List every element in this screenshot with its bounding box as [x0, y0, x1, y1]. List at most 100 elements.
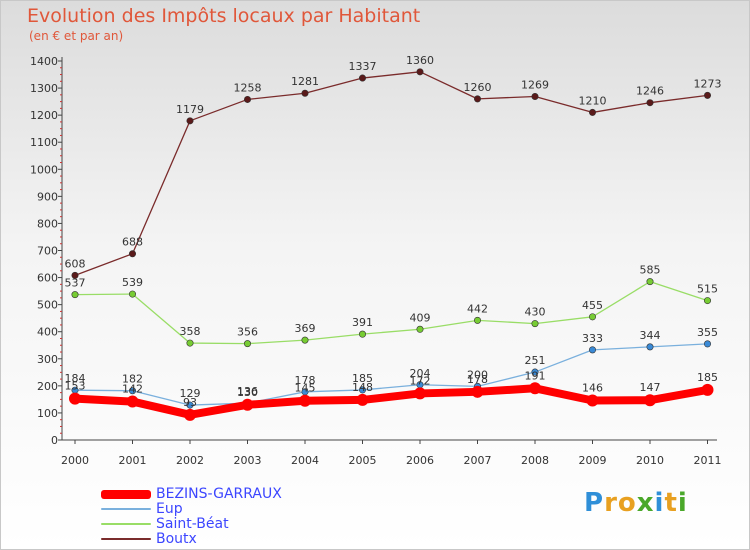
data-label-eup: 251	[525, 354, 546, 367]
data-label-boutx: 1360	[406, 54, 434, 67]
y-tick-label: 900	[37, 190, 58, 203]
y-tick-label: 400	[37, 326, 58, 339]
data-label-bezins-garraux: 147	[640, 381, 661, 394]
data-point-boutx	[531, 92, 539, 100]
data-point-boutx	[244, 95, 252, 103]
data-point-saint-beat	[473, 316, 481, 324]
data-label-eup: 355	[697, 326, 718, 339]
y-tick-label: 0	[51, 434, 58, 447]
data-label-saint-beat: 442	[467, 302, 488, 315]
x-tick-label: 2002	[176, 454, 204, 467]
data-point-bezins-garraux	[356, 393, 369, 406]
x-tick-label: 2000	[61, 454, 89, 467]
data-label-bezins-garraux: 191	[525, 369, 546, 382]
data-point-saint-beat	[186, 339, 194, 347]
legend-item-boutx: Boutx	[101, 531, 197, 547]
legend-label-boutx: Boutx	[156, 531, 197, 547]
data-point-eup	[186, 401, 194, 409]
y-tick-label: 100	[37, 407, 58, 420]
data-label-saint-beat: 539	[122, 276, 143, 289]
legend-swatch-eup	[101, 508, 151, 510]
y-tick-label: 1300	[30, 82, 58, 95]
x-tick-label: 2008	[521, 454, 549, 467]
x-tick-label: 2010	[636, 454, 664, 467]
y-tick-label: 700	[37, 245, 58, 258]
x-tick-label: 2003	[234, 454, 262, 467]
data-label-boutx: 1260	[464, 81, 492, 94]
data-label-eup: 200	[467, 368, 488, 381]
x-tick-label: 2005	[349, 454, 377, 467]
logo-letter: P	[584, 488, 605, 518]
data-label-bezins-garraux: 178	[467, 373, 488, 386]
legend-item-saint-beat: Saint-Béat	[101, 516, 229, 532]
x-tick-label: 2009	[579, 454, 607, 467]
data-point-boutx	[588, 108, 596, 116]
data-point-saint-beat	[531, 320, 539, 328]
data-label-saint-beat: 369	[295, 322, 316, 335]
legend-item-eup: Eup	[101, 501, 183, 517]
legend-swatch-boutx	[101, 538, 151, 540]
y-tick-label: 600	[37, 272, 58, 285]
data-point-boutx	[646, 99, 654, 107]
logo-letter: o	[617, 488, 637, 518]
series-line-bezins-garraux	[71, 384, 712, 419]
data-label-eup: 204	[410, 367, 431, 380]
data-point-bezins-garraux	[471, 385, 484, 398]
data-point-saint-beat	[588, 313, 596, 321]
data-point-boutx	[473, 95, 481, 103]
data-point-saint-beat	[358, 330, 366, 338]
x-tick-label: 2004	[291, 454, 319, 467]
data-point-saint-beat	[244, 340, 252, 348]
chart-subtitle: (en € et par an)	[29, 29, 124, 43]
legend-label-eup: Eup	[156, 501, 183, 517]
data-label-boutx: 1179	[176, 103, 204, 116]
data-label-eup: 178	[295, 374, 316, 387]
data-label-bezins-garraux: 172	[410, 374, 431, 387]
data-point-boutx	[703, 91, 711, 99]
y-tick-label: 1000	[30, 163, 58, 176]
data-label-boutx: 1258	[234, 81, 262, 94]
data-point-boutx	[358, 74, 366, 82]
data-point-boutx	[71, 271, 79, 279]
y-tick-label: 1200	[30, 109, 58, 122]
data-label-saint-beat: 409	[410, 311, 431, 324]
data-label-eup: 129	[180, 387, 201, 400]
data-point-eup	[531, 368, 539, 376]
data-point-saint-beat	[416, 325, 424, 333]
x-tick-label: 2011	[694, 454, 722, 467]
data-point-saint-beat	[129, 290, 137, 298]
logo-letter: t	[664, 488, 678, 518]
data-point-saint-beat	[71, 291, 79, 299]
y-tick-label: 1100	[30, 136, 58, 149]
data-label-boutx: 1273	[694, 77, 722, 90]
data-label-bezins-garraux: 148	[352, 381, 373, 394]
data-point-bezins-garraux	[69, 392, 81, 405]
data-label-bezins-garraux: 93	[183, 396, 197, 409]
data-point-boutx	[301, 89, 309, 97]
y-tick-label: 1400	[30, 55, 58, 68]
data-point-eup	[588, 346, 596, 354]
data-point-bezins-garraux	[586, 394, 599, 407]
data-label-boutx: 1281	[291, 75, 319, 88]
data-label-saint-beat: 455	[582, 299, 603, 312]
data-label-boutx: 1337	[349, 60, 377, 73]
data-label-saint-beat: 391	[352, 316, 373, 329]
logo-letter: i	[677, 488, 688, 518]
data-label-eup: 182	[122, 373, 143, 386]
data-point-bezins-garraux	[414, 387, 426, 400]
data-point-saint-beat	[301, 336, 309, 344]
data-point-saint-beat	[703, 297, 711, 305]
series-line-eup	[74, 343, 709, 406]
data-label-eup: 344	[640, 329, 661, 342]
data-label-saint-beat: 430	[525, 306, 546, 319]
data-point-bezins-garraux	[299, 394, 311, 407]
data-point-bezins-garraux	[241, 398, 254, 411]
data-label-boutx: 608	[65, 257, 86, 270]
data-point-eup	[703, 340, 711, 348]
legend-item-bezins-garraux: BEZINS-GARRAUX	[101, 486, 282, 502]
x-tick-label: 2007	[464, 454, 492, 467]
data-label-saint-beat: 515	[697, 283, 718, 296]
data-label-bezins-garraux: 130	[237, 386, 258, 399]
data-label-bezins-garraux: 185	[697, 371, 718, 384]
data-point-saint-beat	[646, 278, 654, 286]
